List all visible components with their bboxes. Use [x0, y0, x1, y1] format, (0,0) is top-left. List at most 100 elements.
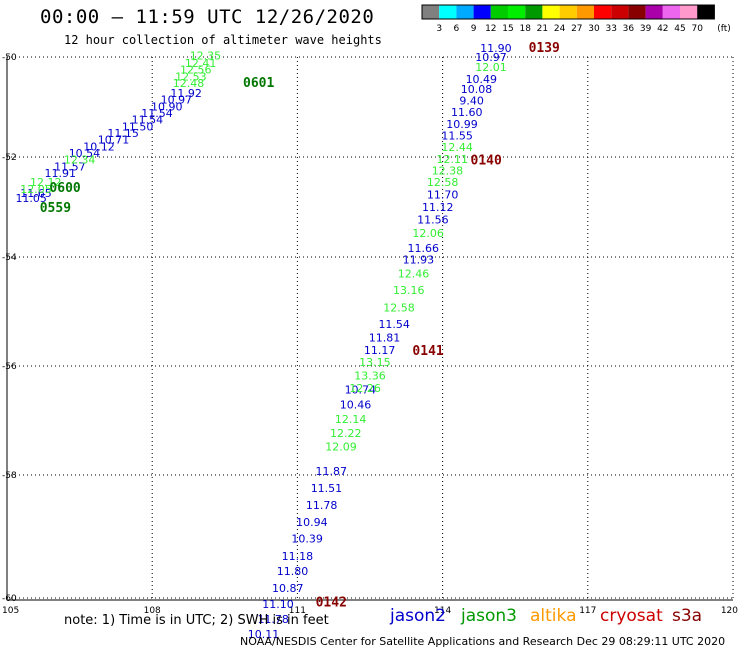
pass-time-label: 0141	[412, 344, 443, 359]
time-labels: 0601 0600 0559 0139 0140 0141 0142	[40, 41, 560, 610]
pass-time-label: 0600	[49, 181, 80, 196]
jason2-wave-height-label: 11.50	[122, 121, 154, 134]
jason2-wave-height-label: 11.81	[369, 331, 401, 344]
colorbar-swatch	[645, 5, 663, 19]
jason2-wave-height-label: 11.12	[422, 201, 454, 214]
jason2-wave-height-label: 11.56	[417, 214, 449, 227]
colorbar-tick-label: 12	[485, 24, 496, 34]
jason2-wave-height-label: 11.87	[316, 465, 348, 478]
colorbar-tick-label: 18	[519, 24, 531, 34]
colorbar-swatch	[559, 5, 577, 19]
colorbar-tick-label: 39	[640, 24, 652, 34]
jason2-wave-height-label: 10.87	[272, 582, 304, 595]
note-text: note: 1) Time is in UTC; 2) SWH is in fe…	[64, 613, 329, 628]
jason2-wave-height-label: 11.90	[480, 42, 512, 55]
jason3-wave-height-label: 12.11	[437, 153, 469, 166]
jason2-wave-height-label: 11.54	[378, 318, 410, 331]
y-tick-label: -50	[2, 53, 17, 63]
colorbar-tick-label: 24	[554, 24, 566, 34]
x-tick-label: 105	[2, 606, 19, 616]
y-tick-label: -56	[2, 362, 17, 372]
x-tick-label: 117	[579, 606, 596, 616]
data-labels: 11.9210.9710.9011.5411.5411.5011.1510.71…	[15, 42, 511, 641]
jason3-wave-height-label: 13.36	[354, 370, 386, 383]
colorbar-tick-label: 70	[691, 24, 703, 34]
jason3-wave-height-label: 12.06	[412, 227, 444, 240]
colorbar-tick-label: 6	[454, 24, 460, 34]
jason2-wave-height-label: 11.10	[262, 598, 294, 611]
colorbar-swatch	[594, 5, 612, 19]
jason3-wave-height-label: 12.34	[64, 154, 96, 167]
colorbar-tick-label: 42	[657, 24, 668, 34]
jason3-wave-height-label: 12.05	[20, 183, 52, 196]
jason2-wave-height-label: 11.54	[141, 107, 173, 120]
legend-item-s3a: s3a	[672, 606, 703, 626]
pass-time-label: 0140	[471, 154, 502, 169]
tick-labels: 105 108 111 114 117 120 -50 -52 -54 -56 -58 -60	[2, 53, 738, 616]
jason2-wave-height-label: 11.05	[15, 192, 47, 205]
colorbar-swatch	[508, 5, 526, 19]
jason2-wave-height-label: 10.94	[296, 516, 328, 529]
pass-time-label: 0139	[529, 41, 560, 56]
colorbar-swatch	[542, 5, 560, 19]
plot-axes	[6, 57, 733, 601]
colorbar-swatch	[680, 5, 698, 19]
jason2-wave-height-label: 11.17	[364, 344, 396, 357]
jason3-wave-height-label: 12.58	[427, 176, 459, 189]
grid-lines	[7, 56, 734, 600]
colorbar-tick-label: 21	[537, 24, 548, 34]
colorbar-swatch	[662, 5, 680, 19]
jason2-wave-height-label: 10.97	[475, 51, 507, 64]
jason2-wave-height-label: 11.15	[107, 127, 139, 140]
colorbar-swatch	[422, 5, 440, 19]
colorbar-swatch	[456, 5, 474, 19]
jason3-wave-height-label: 12.53	[175, 71, 207, 84]
legend-item-jason3: jason3	[461, 606, 517, 626]
jason2-wave-height-label: 10.97	[161, 94, 193, 107]
jason2-wave-height-label: 11.66	[407, 242, 439, 255]
jason2-wave-height-label: 11.60	[451, 106, 483, 119]
jason3-wave-height-label: 12.09	[325, 440, 357, 453]
jason2-wave-height-label: 11.51	[311, 482, 343, 495]
jason2-wave-height-label: 11.65	[20, 187, 52, 200]
x-tick-label: 120	[721, 606, 738, 616]
chart-subtitle: 12 hour collection of altimeter wave hei…	[64, 33, 382, 47]
jason3-wave-height-label: 12.58	[383, 302, 415, 315]
jason2-wave-height-label: 11.70	[427, 189, 459, 202]
jason2-wave-height-label: 10.54	[69, 147, 101, 160]
colorbar-swatch	[697, 5, 715, 19]
y-tick-label: -60	[2, 594, 17, 604]
colorbar-unit-label: (ft)	[717, 24, 731, 34]
jason2-wave-height-label: 11.93	[403, 254, 435, 267]
jason3-wave-height-label: 12.38	[432, 165, 464, 178]
jason2-wave-height-label: 11.55	[441, 130, 473, 143]
colorbar-tick-label: 36	[623, 24, 635, 34]
jason3-wave-height-label: 12.22	[330, 427, 362, 440]
pass-time-label: 0601	[243, 76, 274, 91]
jason2-wave-height-label: 10.99	[446, 118, 478, 131]
jason2-wave-height-label: 10.46	[340, 399, 372, 412]
jason2-wave-height-label: 10.12	[83, 141, 115, 154]
jason2-wave-height-label: 10.90	[151, 101, 183, 114]
x-tick-label: 108	[144, 606, 161, 616]
chart-title: 00:00 – 11:59 UTC 12/26/2020	[40, 6, 375, 28]
colorbar-tick-label: 3	[436, 24, 442, 34]
x-tick-label: 114	[434, 606, 451, 616]
footer-credit: NOAA/NESDIS Center for Satellite Applica…	[240, 635, 726, 648]
y-tick-label: -54	[2, 253, 17, 263]
jason2-wave-height-label: 10.49	[466, 73, 498, 86]
jason2-wave-height-label: 11.92	[170, 87, 202, 100]
jason3-wave-height-label: 12.35	[190, 50, 222, 63]
colorbar: 3 6 9 12 15 18 21 24 27 30 33 36 39 42 45 70 (ft)	[421, 4, 731, 34]
y-tick-label: -52	[2, 153, 17, 163]
colorbar-swatch	[490, 5, 508, 19]
jason3-wave-height-label: 12.01	[475, 61, 507, 74]
jason2-wave-height-label: 10.74	[345, 383, 377, 396]
pass-time-label: 0559	[40, 201, 71, 216]
jason2-wave-height-label: 11.91	[44, 167, 76, 180]
colorbar-tick-label: 9	[471, 24, 477, 34]
jason3-wave-height-label: 13.16	[393, 284, 425, 297]
legend-item-cryosat: cryosat	[600, 606, 663, 626]
colorbar-swatch	[525, 5, 543, 19]
jason3-wave-height-label: 12.14	[335, 413, 367, 426]
